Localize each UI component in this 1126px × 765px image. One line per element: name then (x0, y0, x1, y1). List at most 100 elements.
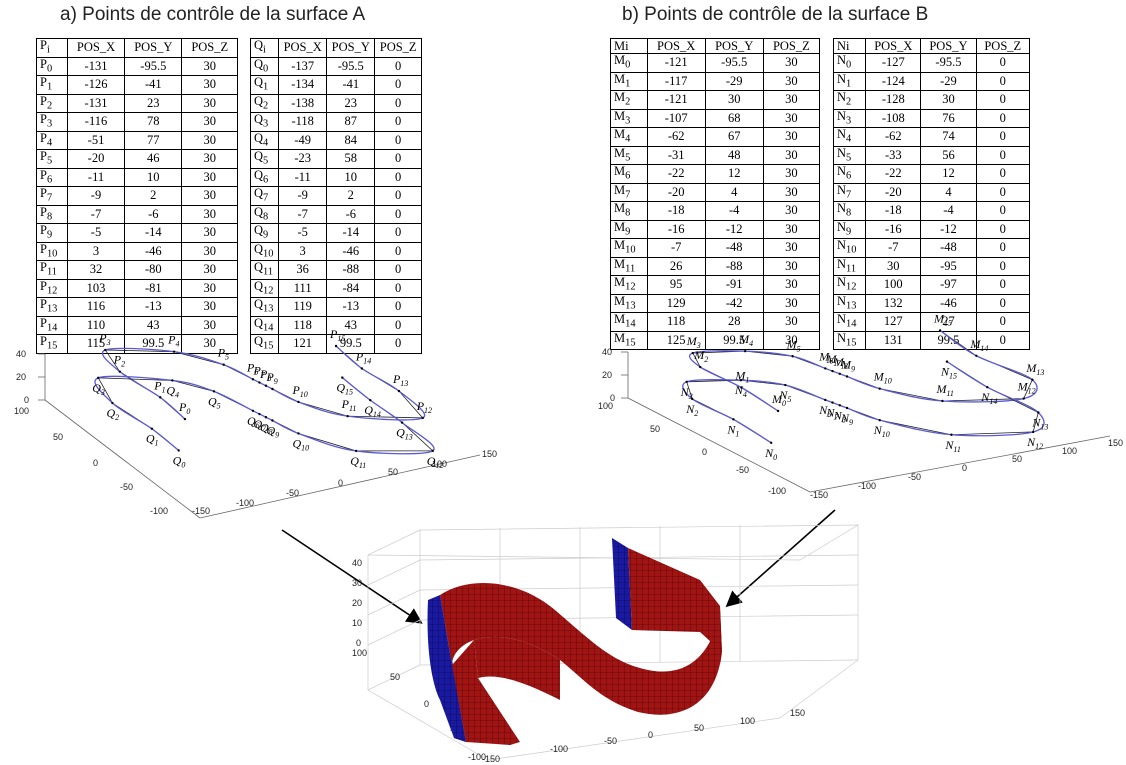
table-row: M13 129 -42 30 (610, 293, 821, 313)
control-point-marker (346, 414, 349, 418)
section-title-b: b) Points de contrôle de la surface B (622, 4, 929, 25)
table-row: P6 -11 10 30 (36, 167, 238, 187)
tick-x: 50 (1012, 454, 1022, 464)
point-label: P11 (341, 397, 357, 413)
cell-value: 118 (278, 315, 328, 335)
cell-value: 0 (374, 204, 422, 224)
point-label: N14 (980, 390, 997, 406)
tick-z: 10 (352, 618, 362, 628)
cell-value: 67 (704, 127, 764, 147)
table-row: Q4 -49 84 0 (249, 130, 422, 150)
cell-value: 30 (181, 223, 238, 243)
point-label: N2 (685, 402, 698, 418)
point-name: N2 (832, 90, 867, 110)
point-name: N9 (832, 219, 867, 239)
table-row: M8 -18 -4 30 (610, 201, 821, 221)
cell-value: 30 (762, 71, 821, 91)
column-header: POS_Y (920, 38, 977, 54)
point-label: M14 (969, 337, 988, 353)
control-point-marker (950, 433, 953, 436)
table-points-q: Qi POS_X POS_Y POS_Z Q0 -137 -95.5 0 Q1 -134 -41 0 Q… (249, 38, 422, 354)
table-points-p: Pi POS_X POS_Y POS_Z P0 -131 -95.5 30 P1 -126 -41 3… (36, 38, 238, 354)
plot-b-axes (621, 351, 1111, 493)
control-point-marker (945, 360, 949, 363)
tick-y: 50 (650, 424, 660, 434)
table-row: P5 -20 46 30 (36, 149, 238, 169)
control-point-marker (397, 389, 401, 393)
control-point-marker (431, 449, 434, 453)
cell-value: -18 (646, 201, 706, 221)
table-row: M15 125 99.5 30 (610, 330, 821, 350)
tick-y: -50 (120, 482, 133, 492)
table-points-m: Mi POS_X POS_Y POS_Z M0 -121 -95.5 30 M1 -117 -29 3… (610, 38, 821, 350)
cell-value: -127 (865, 53, 922, 73)
control-point-marker (776, 409, 780, 413)
cell-value: 110 (66, 315, 126, 335)
control-point-marker (258, 381, 261, 384)
tick-x: 100 (740, 716, 755, 726)
cell-value: -23 (278, 149, 328, 169)
cell-value: 131 (865, 330, 922, 350)
point-label: P7 (252, 364, 265, 380)
tick-z: 0 (610, 393, 615, 403)
cell-value: 0 (975, 330, 1031, 350)
tick-z: 30 (352, 578, 362, 588)
cell-value: 0 (374, 112, 422, 132)
point-label: N11 (944, 438, 960, 454)
tick-x: 150 (482, 449, 497, 459)
tick-x: 100 (1062, 446, 1077, 456)
surface-blue-back (612, 538, 632, 630)
cell-value: 118 (646, 312, 706, 332)
cell-value: 99.5 (704, 330, 764, 350)
bspline-curve (101, 345, 426, 421)
cell-value: -95.5 (920, 53, 977, 73)
tick-z: 0 (24, 395, 29, 405)
control-point-marker (838, 372, 841, 375)
table-row: N2 -128 30 0 (832, 90, 1031, 110)
cell-value: -4 (704, 201, 764, 221)
surface-plot-ticks: 40 30 20 10 0 100 50 0 -50 -100 -150 -10… (352, 558, 805, 764)
cell-value: 2 (124, 186, 183, 206)
arrow-left (281, 529, 423, 624)
point-label: Q10 (292, 436, 309, 452)
table-row: Q7 -9 2 0 (249, 186, 422, 206)
cell-value: -13 (326, 297, 376, 317)
point-label: M15 (933, 311, 952, 327)
point-label: Q11 (350, 454, 366, 470)
tick-x: 50 (694, 723, 704, 733)
table-row: N7 -20 4 0 (832, 182, 1031, 202)
cell-value: 30 (181, 130, 238, 150)
point-label: P1 (153, 378, 165, 394)
point-label: N10 (873, 423, 890, 439)
tick-x: -100 (236, 498, 254, 508)
plot-a-curves (94, 344, 435, 455)
point-name: N8 (832, 201, 867, 221)
cell-value: 56 (920, 145, 977, 165)
control-point-marker (824, 398, 827, 402)
table-row: N15 131 99.5 0 (832, 330, 1031, 350)
table-row: M0 -121 -95.5 30 (610, 53, 821, 73)
point-label: N6 (818, 403, 831, 419)
point-name: M15 (610, 330, 648, 350)
point-label: Q2 (106, 406, 119, 422)
control-point-marker (691, 397, 694, 401)
point-label: Q4 (166, 383, 179, 399)
control-point-marker (264, 416, 268, 419)
control-point-marker (97, 376, 100, 380)
point-label: M12 (1017, 380, 1036, 396)
ruled-surface (427, 538, 722, 745)
cell-value: 30 (181, 186, 238, 206)
cell-value: -20 (646, 182, 706, 202)
cell-value: -116 (66, 112, 126, 132)
point-name: N13 (832, 293, 867, 313)
tick-z: 20 (16, 372, 26, 382)
tick-x: -100 (858, 481, 876, 491)
table-row: Q3 -118 87 0 (249, 112, 422, 132)
cell-value: 87 (326, 112, 376, 132)
point-name: N12 (832, 275, 867, 295)
tick-x: -150 (192, 506, 210, 516)
cell-value: 30 (762, 182, 821, 202)
cell-value: 4 (704, 182, 764, 202)
control-point-marker (334, 344, 338, 348)
tick-x: -150 (810, 490, 828, 500)
